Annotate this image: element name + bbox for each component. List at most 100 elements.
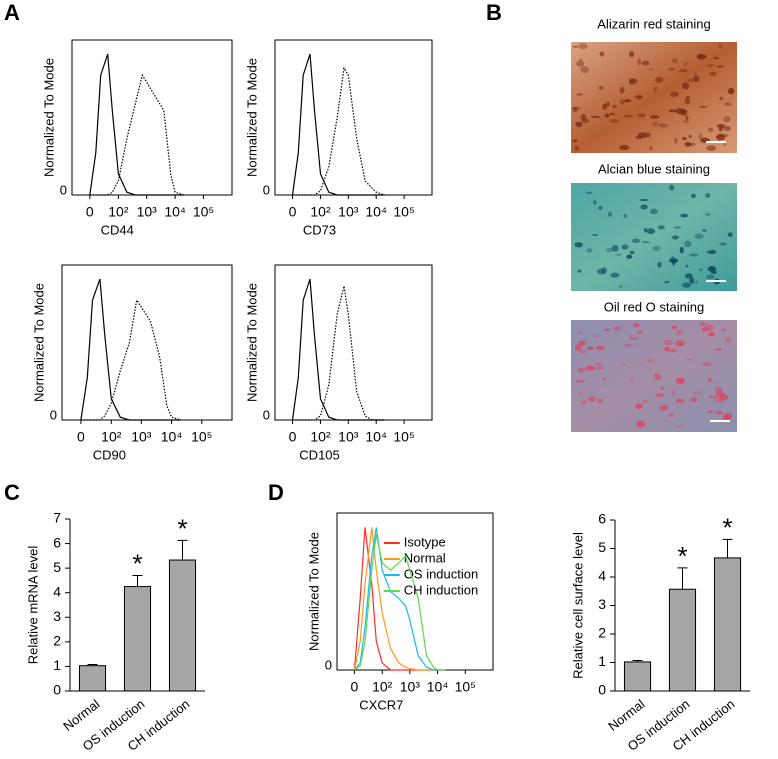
panel-label: A <box>4 0 20 25</box>
stain-spot <box>623 214 627 218</box>
stain-spot <box>658 123 668 128</box>
stain-spot <box>678 424 683 428</box>
stain-spot <box>598 85 604 90</box>
y-tick-label: 1 <box>598 653 606 669</box>
stain-spot <box>607 211 612 218</box>
stain-spot <box>727 87 735 95</box>
x-tick-label: 10² <box>372 679 393 695</box>
legend-label: Isotype <box>404 534 446 549</box>
legend-label: Normal <box>404 550 446 565</box>
line-series <box>292 66 385 196</box>
stain-spot <box>699 105 708 109</box>
stain-spot <box>576 93 584 96</box>
stain-spot <box>714 386 723 393</box>
stain-spot <box>685 115 689 121</box>
stain-spot <box>586 346 595 351</box>
stain-spot <box>626 254 633 259</box>
stain-spot <box>572 45 579 48</box>
line-series <box>353 527 446 671</box>
stain-spot <box>652 245 661 252</box>
stain-spot <box>593 335 600 338</box>
line-series <box>292 285 385 421</box>
y-tick-label: 0 <box>325 657 332 672</box>
stain-spot <box>631 238 641 244</box>
stain-spot <box>719 96 724 100</box>
stain-spot <box>595 346 605 351</box>
stain-spot <box>698 322 707 327</box>
stain-spot <box>641 60 650 66</box>
line-series <box>353 527 446 671</box>
stain-spot <box>671 388 676 396</box>
stain-spot <box>715 348 723 351</box>
stain-spot <box>580 66 589 74</box>
stain-spot <box>580 114 587 121</box>
stain-spot <box>702 229 707 232</box>
stain-spot <box>721 328 726 332</box>
stain-spot <box>578 340 586 346</box>
x-tick-label: 10⁴ <box>365 429 387 445</box>
stain-spot <box>694 280 699 284</box>
stain-spot <box>688 134 692 139</box>
line-series <box>291 53 385 196</box>
stain-spot <box>654 374 662 381</box>
x-tick-label: 0 <box>86 204 94 220</box>
y-axis-label: Normalized To Mode <box>306 532 321 651</box>
texture <box>575 322 733 428</box>
x-tick-label: 10² <box>310 204 331 220</box>
stain-spot <box>615 253 622 256</box>
stain-spot <box>702 362 712 367</box>
stain-spot <box>636 94 643 100</box>
stain-spot <box>676 107 685 115</box>
stain-spot <box>668 67 676 71</box>
stain-spot <box>575 380 586 383</box>
significance-mark: * <box>177 513 187 543</box>
bar <box>78 665 107 692</box>
stain-spot <box>672 259 676 266</box>
stain-spot <box>685 264 689 268</box>
plot-frame <box>61 264 233 421</box>
line-series <box>80 298 181 421</box>
x-tick-label: 10⁴ <box>365 204 387 220</box>
stain-spot <box>572 139 578 143</box>
stain-spot <box>640 204 648 210</box>
y-tick-label: 7 <box>53 510 61 526</box>
stain-spot <box>592 233 599 236</box>
stain-spot <box>572 106 578 113</box>
x-tick-label: 10² <box>108 204 129 220</box>
stain-spot <box>653 86 658 93</box>
error-bar <box>87 663 98 666</box>
stain-spot <box>625 343 629 347</box>
x-tick-label: 10² <box>310 429 331 445</box>
stain-spot <box>707 127 714 132</box>
stain-spot <box>698 133 703 140</box>
stain-spot <box>580 399 587 406</box>
bar <box>168 559 197 692</box>
stain-spot <box>577 269 582 273</box>
y-tick-label: 2 <box>53 633 61 649</box>
x-tick-label: 0 <box>77 429 85 445</box>
stain-spot <box>577 367 586 373</box>
stain-spot <box>727 232 733 237</box>
line-series <box>291 278 385 421</box>
stain-spot <box>578 42 588 50</box>
stain-spot <box>670 255 675 263</box>
stain-spot <box>671 58 679 64</box>
stain-spot <box>719 242 727 246</box>
x-tick-label: 10⁵ <box>193 204 214 220</box>
stain-spot <box>669 412 674 418</box>
stain-image <box>571 320 737 432</box>
stain-spot <box>689 253 699 257</box>
x-tick-label: 10³ <box>137 204 158 220</box>
stain-spot <box>619 285 623 288</box>
stain-spot <box>659 405 669 411</box>
stain-spot <box>621 244 629 250</box>
stain-spot <box>660 386 665 391</box>
bar <box>713 557 742 692</box>
stain-spot <box>586 248 593 253</box>
y-tick-label: 3 <box>598 596 606 612</box>
x-tick-label: 10⁵ <box>191 429 212 445</box>
stain-spot <box>682 120 690 123</box>
stain-spot <box>706 274 715 280</box>
stain-spot <box>705 213 711 216</box>
line-series <box>80 278 181 421</box>
